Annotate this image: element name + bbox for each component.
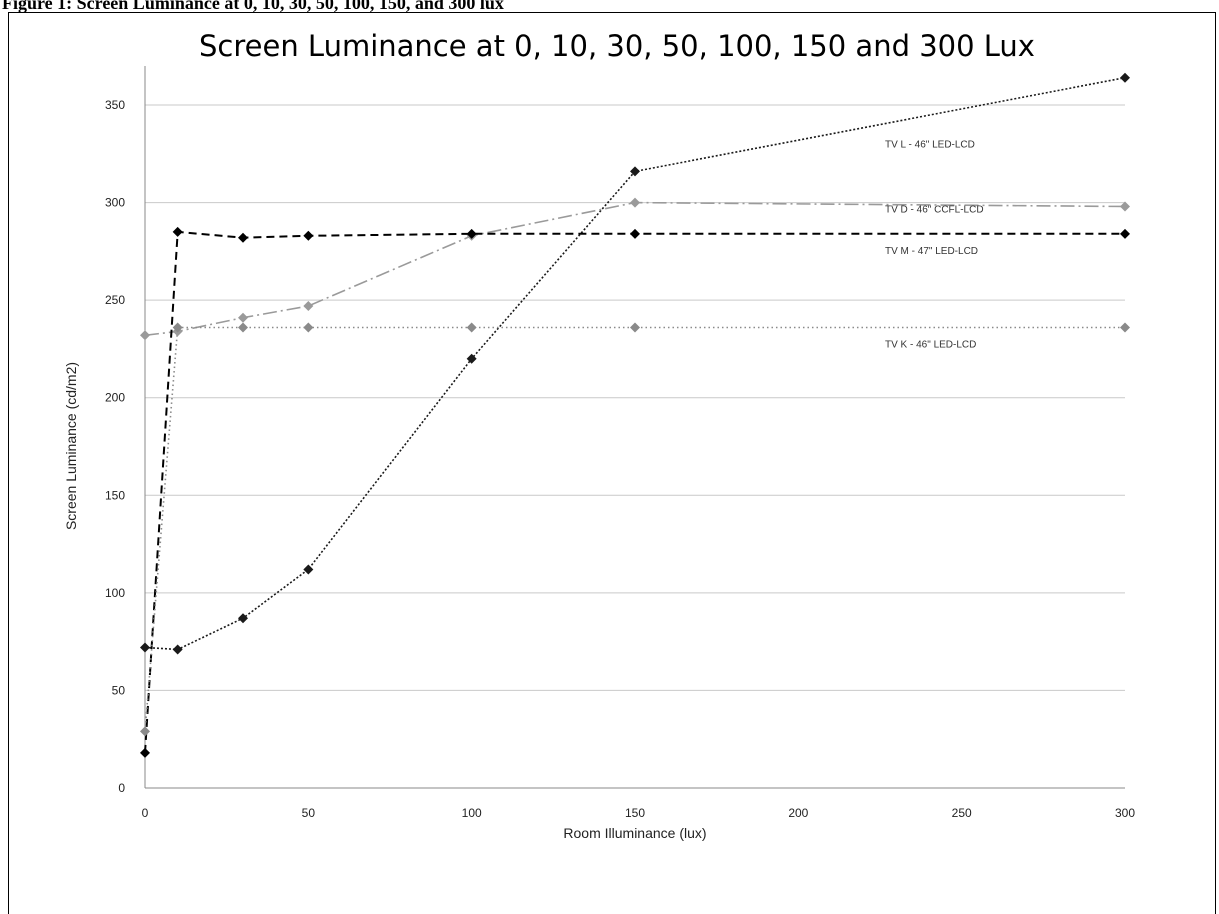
data-point [172, 644, 183, 655]
series-line [144, 326, 1125, 732]
data-point [303, 230, 314, 241]
x-tick-label: 250 [952, 806, 972, 820]
data-point [630, 322, 640, 333]
data-point [466, 353, 477, 364]
data-point [303, 564, 314, 575]
data-point [238, 312, 248, 323]
y-tick-label: 250 [105, 293, 125, 307]
axes [144, 66, 1125, 789]
data-point [1120, 322, 1130, 333]
data-point [140, 747, 150, 758]
gridlines [145, 104, 1125, 691]
x-tick-label: 150 [625, 806, 645, 820]
series-line [144, 201, 1126, 337]
data-point [238, 613, 248, 624]
series-lines [144, 76, 1126, 753]
data-point [630, 166, 640, 177]
series-label: TV L - 46" LED-LCD [885, 139, 975, 150]
y-tick-label: 0 [118, 781, 125, 795]
series-label: TV D - 46" CCFL-LCD [885, 205, 984, 216]
series-labels: TV L - 46" LED-LCD TV D - 46" CCFL-LCD TV … [885, 139, 984, 350]
x-axis-label: Room Illuminance (lux) [563, 825, 706, 841]
data-point [172, 322, 183, 333]
y-axis-label: Screen Luminance (cd/m2) [63, 362, 79, 530]
chart-frame [8, 12, 1216, 914]
data-point [238, 322, 248, 333]
data-point [140, 642, 150, 653]
tick-labels: 0 50 100 150 200 250 300 350 0 50 100 150 200 250 300 [105, 98, 1135, 820]
series-line [144, 76, 1126, 651]
figure-caption: Figure 1: Screen Luminance at 0, 10, 30,… [2, 0, 504, 13]
x-tick-label: 200 [788, 806, 808, 820]
series-markers [140, 72, 1130, 758]
x-tick-label: 100 [462, 806, 482, 820]
series-label: TV M - 47" LED-LCD [885, 246, 978, 257]
data-point [303, 322, 314, 333]
data-point [140, 726, 150, 737]
data-point [1120, 72, 1130, 83]
x-tick-label: 300 [1115, 806, 1135, 820]
y-tick-label: 50 [112, 683, 126, 697]
y-tick-label: 350 [105, 98, 125, 112]
data-point [172, 226, 183, 237]
y-tick-label: 300 [105, 196, 125, 210]
data-point [303, 301, 314, 312]
chart-title: Screen Luminance at 0, 10, 30, 50, 100, … [199, 29, 1035, 63]
data-point [630, 197, 640, 208]
x-tick-label: 0 [142, 806, 149, 820]
y-tick-label: 100 [105, 586, 125, 600]
data-point [1120, 228, 1130, 239]
data-point [238, 232, 248, 243]
series-label: TV K - 46" LED-LCD [885, 339, 976, 350]
data-point [466, 322, 477, 333]
data-point [466, 228, 477, 239]
data-point [140, 330, 150, 341]
data-point [630, 228, 640, 239]
x-tick-label: 50 [302, 806, 316, 820]
data-point [1120, 201, 1130, 212]
y-tick-label: 200 [105, 391, 125, 405]
y-tick-label: 150 [105, 488, 125, 502]
series-line [144, 230, 1125, 753]
